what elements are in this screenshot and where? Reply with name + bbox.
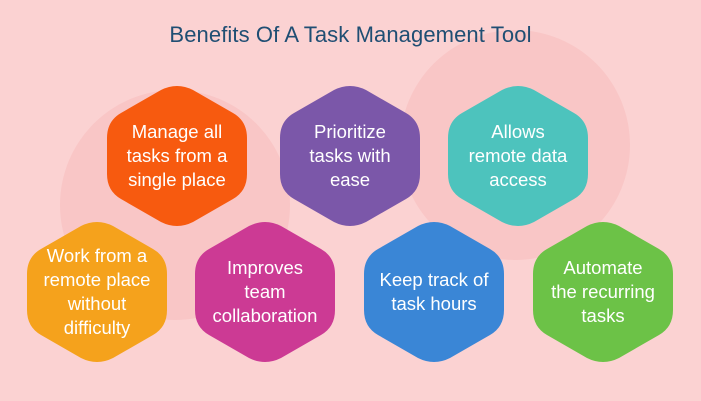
hexagon-shape — [195, 222, 335, 362]
hexagon-shape — [280, 86, 420, 226]
hexagon-fill — [195, 222, 335, 362]
hexagon-prioritize-tasks: Prioritize tasks with ease — [276, 82, 424, 230]
hexagon-fill — [448, 86, 588, 226]
hexagon-shape — [364, 222, 504, 362]
hexagon-fill — [27, 222, 167, 362]
benefit-label: Work from a remote place without difficu… — [43, 245, 151, 338]
hexagon-fill — [533, 222, 673, 362]
hexagon-automate-recurring: Automate the recurring tasks — [529, 218, 677, 366]
benefit-label: Keep track of task hours — [379, 269, 489, 314]
hexagon-shape — [27, 222, 167, 362]
hexagon-fill — [280, 86, 420, 226]
hexagon-shape — [107, 86, 247, 226]
benefit-label: Manage all tasks from a single place — [126, 121, 228, 190]
hexagon-fill — [364, 222, 504, 362]
hexagon-manage-tasks: Manage all tasks from a single place — [103, 82, 251, 230]
hexagon-track-task-hours: Keep track of task hours — [360, 218, 508, 366]
benefit-label: Prioritize tasks with ease — [309, 121, 391, 190]
benefit-label: Improves team collaboration — [212, 257, 318, 326]
hexagon-shape — [533, 222, 673, 362]
hexagon-fill — [107, 86, 247, 226]
benefit-label: Allows remote data access — [468, 121, 568, 190]
hexagon-team-collaboration: Improves team collaboration — [191, 218, 339, 366]
hexagon-work-remotely: Work from a remote place without difficu… — [23, 218, 171, 366]
hexagon-remote-data-access: Allows remote data access — [444, 82, 592, 230]
benefit-label: Automate the recurring tasks — [551, 257, 655, 326]
page-title: Benefits Of A Task Management Tool — [169, 22, 532, 47]
hexagon-shape — [448, 86, 588, 226]
